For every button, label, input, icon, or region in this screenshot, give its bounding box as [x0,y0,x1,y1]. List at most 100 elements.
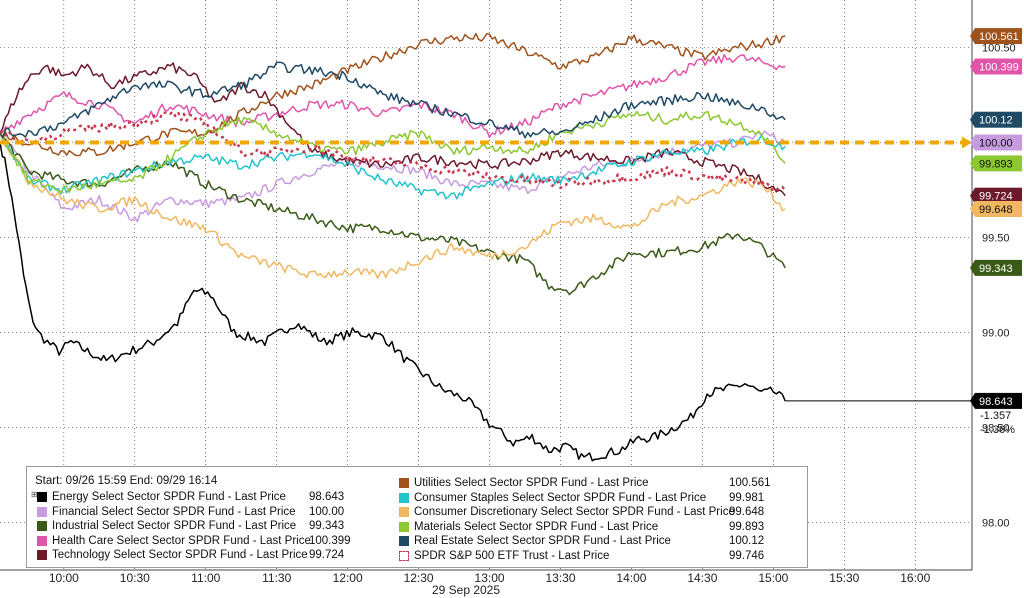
legend-series-value: 100.399 [309,534,351,547]
legend-swatch [399,507,409,518]
x-tick-label: 13:00 [475,571,505,585]
legend-swatch [399,551,409,561]
y-tick-label: 99.50 [982,233,1010,245]
value-tag-bg [975,28,1022,45]
x-tick-label: 10:00 [49,571,79,585]
x-tick-label: 13:30 [545,571,575,585]
series-line-9 [0,61,786,139]
legend-entry: Energy Select Sector SPDR Fund - Last Pr… [37,490,387,504]
legend-series-value: 98.643 [309,491,345,503]
legend-series-name: Real Estate Select Sector SPDR Fund - La… [414,535,671,548]
value-tag-bg [975,58,1022,75]
series-line-6 [0,132,786,200]
value-tag-bg [975,259,1022,276]
reference-level-arrow [962,136,972,149]
legend-swatch [37,506,47,517]
legend-swatch [399,478,409,488]
x-tick-label: 10:30 [120,571,150,585]
legend-series-name: Health Care Select Sector SPDR Fund - La… [52,534,311,547]
value-tag-text: 100.561 [979,31,1019,43]
y-tick-label: 99.00 [982,328,1010,340]
legend-swatch [399,521,409,532]
grid [0,0,972,570]
series-line-10 [0,110,787,193]
value-tag-bg [975,201,1022,217]
legend-entry: Consumer Discretionary Select Sector SPD… [399,505,799,519]
legend-entry: Utilities Select Sector SPDR Fund - Last… [399,476,799,490]
value-tag-bg [975,392,1022,409]
series-lines [0,32,787,462]
x-tick-label: 12:30 [404,571,434,585]
legend-swatch [37,535,47,546]
value-tag-change: -1.357 [980,410,1011,422]
x-axis-label: 29 Sep 2025 [432,583,500,597]
legend-swatch [37,492,47,502]
value-tag-arrow [970,155,975,172]
legend-swatch [37,521,47,532]
legend-entry: Real Estate Select Sector SPDR Fund - La… [399,534,799,548]
x-tick-label: 16:00 [900,571,930,585]
legend-series-value: 100.00 [309,505,345,518]
y-tick-label: 100.50 [982,43,1016,55]
series-line-4 [0,62,786,197]
legend-series-name: SPDR S&P 500 ETF Trust - Last Price [414,550,610,562]
value-tag-arrow [970,111,975,128]
value-tag-text: 100.00 [979,138,1013,150]
legend-entry: Materials Select Sector SPDR Fund - Last… [399,520,799,534]
y-tick-label: 98.00 [982,518,1010,530]
value-tag-arrow [970,134,975,151]
legend-series-value: 99.724 [309,549,345,562]
legend-entry: Industrial Select Sector SPDR Fund - Las… [37,519,387,533]
legend-series-name: Utilities Select Sector SPDR Fund - Last… [414,477,649,489]
reference-line [0,136,972,149]
legend-start-end: Start: 09/26 15:59 End: 09/29 16:14 [35,475,218,487]
value-tag-text: 99.648 [979,204,1013,216]
value-tags: 98.643 -1.357 -1.36% 100.00 99.343 100.399 99.… [785,28,1022,436]
x-tick-label: 15:30 [829,571,859,585]
legend-series-name: Industrial Select Sector SPDR Fund - Las… [52,520,297,533]
legend-series-name: Materials Select Sector SPDR Fund - Last… [414,520,659,533]
value-tag-arrow [970,259,975,276]
value-tag-text: 98.643 [979,396,1013,408]
legend-collapse-icon[interactable]: ⊞ [31,490,38,499]
legend-series-name: Financial Select Sector SPDR Fund - Last… [52,505,296,518]
legend-series-name: Consumer Discretionary Select Sector SPD… [414,506,735,519]
legend-swatch [37,550,47,561]
legend-series-value: 99.893 [729,520,765,533]
value-tag-text: 100.12 [979,115,1013,127]
y-tick-label: 98.50 [982,423,1010,435]
value-tag-text: 99.724 [979,191,1013,203]
legend-entry: Consumer Staples Select Sector SPDR Fund… [399,491,799,505]
legend-series-name: Consumer Staples Select Sector SPDR Fund… [414,491,707,504]
x-tick-label: 14:00 [616,571,646,585]
series-line-0 [0,142,786,462]
legend-swatch [399,492,409,503]
series-line-3 [0,53,786,139]
value-tag-arrow [970,187,975,204]
legend-series-value: 100.12 [729,535,765,548]
legend-series-value: 99.981 [729,491,765,504]
value-tag-text: 99.893 [979,158,1013,170]
x-tick-label: 15:00 [758,571,788,585]
value-tag-arrow [970,28,975,45]
value-tag-bg [975,134,1022,151]
value-tag-change: -1.36% [980,424,1015,436]
value-tag-text: 99.343 [979,263,1013,275]
series-line-2 [0,132,786,296]
value-tag-arrow [970,201,975,217]
x-tick-label: 12:00 [333,571,363,585]
value-tag-text: 100.399 [979,62,1019,74]
legend-series-value: 99.746 [729,550,765,562]
legend-series-value: 99.648 [729,506,765,519]
legend-entry: Technology Select Sector SPDR Fund - Las… [37,548,387,562]
legend: Start: 09/26 15:59 End: 09/29 16:14 ⊞ En… [26,466,808,568]
x-tick-label: 11:00 [191,571,220,585]
legend-entry: Health Care Select Sector SPDR Fund - La… [37,534,387,548]
x-tick-label: 11:30 [262,571,291,585]
legend-entry: SPDR S&P 500 ETF Trust - Last Price 99.74… [399,549,799,563]
value-tag-bg [975,111,1022,128]
value-tag-bg [975,187,1022,204]
series-line-5 [0,32,786,157]
value-tag-arrow [970,58,975,75]
